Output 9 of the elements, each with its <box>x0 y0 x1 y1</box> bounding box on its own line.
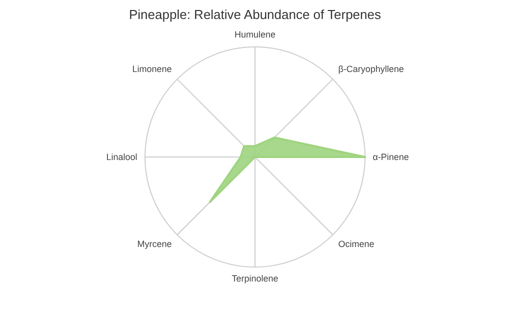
spoke-label: Linalool <box>106 152 138 162</box>
spoke-label: α-Pinene <box>372 152 409 162</box>
spoke-label: Limonene <box>132 64 172 74</box>
chart-title: Pineapple: Relative Abundance of Terpenes <box>128 7 382 22</box>
spoke-label: Myrcene <box>137 239 172 250</box>
spoke-label: Ocimene <box>338 239 374 250</box>
spoke-label: β-Caryophyllene <box>338 64 404 74</box>
spoke-label: Terpinolene <box>232 274 278 284</box>
spoke-label: Humulene <box>234 29 276 40</box>
